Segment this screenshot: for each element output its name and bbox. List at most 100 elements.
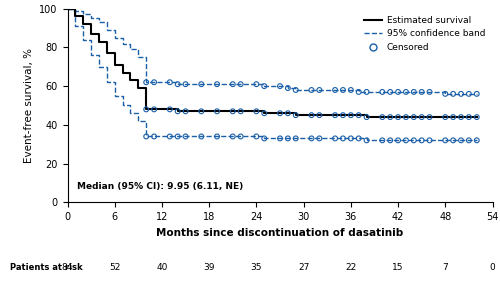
Point xyxy=(198,109,205,114)
Point xyxy=(276,111,284,116)
Point xyxy=(362,138,370,143)
Point xyxy=(236,134,244,139)
Point xyxy=(339,88,347,92)
Point xyxy=(260,111,268,116)
Point xyxy=(284,111,292,116)
Point xyxy=(174,134,182,139)
Point xyxy=(449,115,457,119)
Point xyxy=(166,134,174,139)
Point xyxy=(442,115,450,119)
Point xyxy=(150,80,158,85)
Point xyxy=(236,109,244,114)
Point xyxy=(142,107,150,112)
Point xyxy=(166,80,174,85)
Point xyxy=(457,138,465,143)
Point xyxy=(142,134,150,139)
Point xyxy=(426,115,434,119)
Text: Median (95% CI): 9.95 (6.11, NE): Median (95% CI): 9.95 (6.11, NE) xyxy=(77,182,243,191)
Text: 52: 52 xyxy=(109,263,120,272)
Text: 0: 0 xyxy=(490,263,496,272)
Text: 15: 15 xyxy=(392,263,404,272)
Point xyxy=(449,138,457,143)
Point xyxy=(339,136,347,141)
Point xyxy=(347,88,355,92)
Point xyxy=(410,138,418,143)
Point xyxy=(402,90,410,94)
Point xyxy=(284,136,292,141)
Point xyxy=(182,109,190,114)
Point xyxy=(465,115,473,119)
Point xyxy=(182,134,190,139)
Point xyxy=(308,136,316,141)
Point xyxy=(386,90,394,94)
Text: 84: 84 xyxy=(62,263,73,272)
Point xyxy=(308,88,316,92)
Y-axis label: Event-free survival, %: Event-free survival, % xyxy=(24,48,34,163)
Point xyxy=(354,113,362,117)
Point xyxy=(418,90,426,94)
Point xyxy=(284,86,292,90)
Point xyxy=(316,88,324,92)
X-axis label: Months since discontinuation of dasatinib: Months since discontinuation of dasatini… xyxy=(156,227,404,238)
Point xyxy=(276,84,284,88)
Point xyxy=(316,113,324,117)
Point xyxy=(426,90,434,94)
Point xyxy=(182,82,190,86)
Point xyxy=(166,107,174,112)
Point xyxy=(457,115,465,119)
Point xyxy=(174,82,182,86)
Point xyxy=(229,82,237,86)
Point xyxy=(449,92,457,96)
Legend: Estimated survival, 95% confidence band, Censored: Estimated survival, 95% confidence band,… xyxy=(362,13,488,55)
Point xyxy=(252,109,260,114)
Point xyxy=(252,82,260,86)
Point xyxy=(339,113,347,117)
Point xyxy=(410,115,418,119)
Point xyxy=(292,88,300,92)
Point xyxy=(150,107,158,112)
Point xyxy=(410,90,418,94)
Point xyxy=(418,138,426,143)
Point xyxy=(354,136,362,141)
Point xyxy=(362,90,370,94)
Point xyxy=(418,115,426,119)
Text: 22: 22 xyxy=(345,263,356,272)
Point xyxy=(213,134,221,139)
Point xyxy=(442,92,450,96)
Text: Patients at risk: Patients at risk xyxy=(10,263,83,272)
Text: 7: 7 xyxy=(442,263,448,272)
Point xyxy=(150,134,158,139)
Point xyxy=(378,115,386,119)
Point xyxy=(213,82,221,86)
Text: 27: 27 xyxy=(298,263,310,272)
Point xyxy=(142,80,150,85)
Point xyxy=(331,136,339,141)
Point xyxy=(473,138,481,143)
Point xyxy=(229,109,237,114)
Point xyxy=(457,92,465,96)
Point xyxy=(198,134,205,139)
Point xyxy=(198,82,205,86)
Point xyxy=(292,136,300,141)
Point xyxy=(402,138,410,143)
Point xyxy=(308,113,316,117)
Point xyxy=(331,113,339,117)
Point xyxy=(347,113,355,117)
Point xyxy=(378,138,386,143)
Point xyxy=(394,90,402,94)
Point xyxy=(236,82,244,86)
Point xyxy=(394,138,402,143)
Point xyxy=(465,138,473,143)
Text: 39: 39 xyxy=(204,263,215,272)
Point xyxy=(260,84,268,88)
Point xyxy=(394,115,402,119)
Point xyxy=(276,136,284,141)
Point xyxy=(473,92,481,96)
Point xyxy=(442,138,450,143)
Point xyxy=(260,136,268,141)
Point xyxy=(174,109,182,114)
Point xyxy=(252,134,260,139)
Point xyxy=(292,113,300,117)
Point xyxy=(465,92,473,96)
Point xyxy=(386,115,394,119)
